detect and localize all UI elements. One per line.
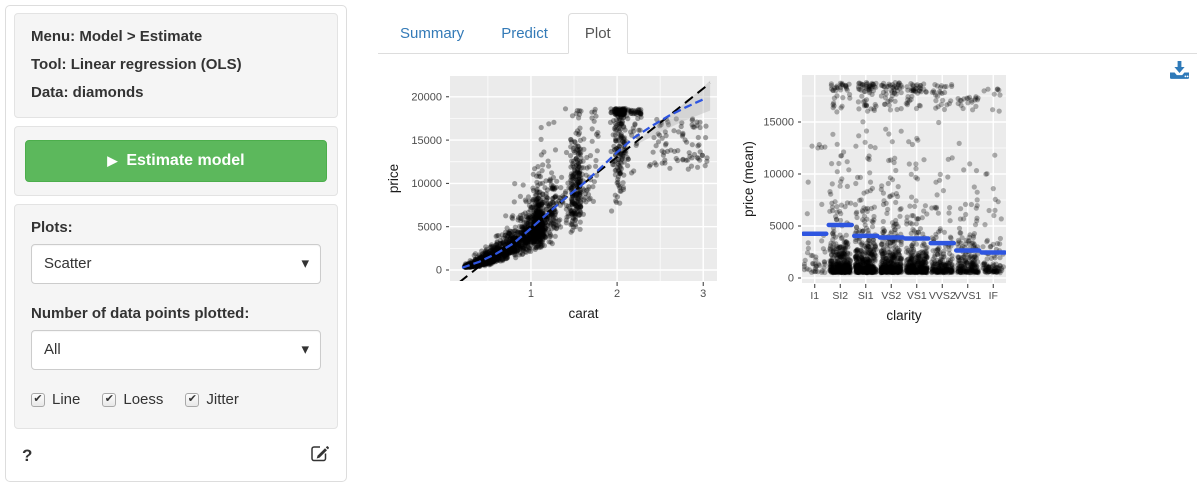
plot-output: 0 5000 10000 15000 20000 price carat 1 2 3 0 5000 1… <box>385 72 1025 334</box>
tab-bar: Summary Predict Plot <box>378 8 1197 54</box>
checkbox-loess-label: Loess <box>123 391 164 408</box>
svg-text:I1: I1 <box>810 290 819 302</box>
main-content: Summary Predict Plot 0 5000 10000 15000 2000… <box>378 8 1197 488</box>
checkbox-loess[interactable]: ✔ Loess <box>102 391 163 408</box>
estimate-panel: ▶ Estimate model <box>14 126 338 196</box>
play-icon: ▶ <box>107 153 118 168</box>
svg-text:VS1: VS1 <box>907 290 927 302</box>
tab-predict[interactable]: Predict <box>501 25 548 42</box>
checkbox-checked-icon: ✔ <box>185 392 200 407</box>
download-icon <box>1170 61 1189 79</box>
checkbox-jitter[interactable]: ✔ Jitter <box>185 391 239 408</box>
svg-text:clarity: clarity <box>886 308 922 323</box>
npoints-label: Number of data points plotted: <box>31 305 250 322</box>
svg-text:IF: IF <box>989 290 998 302</box>
svg-text:0: 0 <box>436 265 442 277</box>
sidebar: Menu: Model > Estimate Tool: Linear regr… <box>5 5 347 482</box>
tool-info: Tool: Linear regression (OLS) <box>31 56 242 73</box>
plots-label: Plots: <box>31 219 73 236</box>
help-icon[interactable]: ? <box>22 445 33 465</box>
svg-text:SI1: SI1 <box>858 290 874 302</box>
download-plot-button[interactable] <box>1169 60 1190 85</box>
svg-text:price: price <box>386 164 401 193</box>
caret-down-icon: ▾ <box>301 341 309 358</box>
svg-text:SI2: SI2 <box>832 290 848 302</box>
svg-text:2: 2 <box>614 288 620 300</box>
tab-summary[interactable]: Summary <box>400 25 465 42</box>
menu-info: Menu: Model > Estimate <box>31 28 203 45</box>
svg-text:15000: 15000 <box>411 135 442 147</box>
model-info-panel: Menu: Model > Estimate Tool: Linear regr… <box>14 13 338 118</box>
plot-modifier-checkboxes: ✔ Line ✔ Loess ✔ Jitter <box>31 391 321 408</box>
checkbox-line[interactable]: ✔ Line <box>31 391 80 408</box>
checkbox-line-label: Line <box>52 391 81 408</box>
svg-text:0: 0 <box>788 273 794 285</box>
svg-text:carat: carat <box>568 306 598 321</box>
plot-options-panel: Plots: Scatter ▾ Number of data points p… <box>14 204 338 429</box>
caret-down-icon: ▾ <box>301 255 309 272</box>
checkbox-jitter-label: Jitter <box>206 391 239 408</box>
svg-text:3: 3 <box>700 288 706 300</box>
svg-text:price (mean): price (mean) <box>741 141 756 217</box>
svg-text:5000: 5000 <box>418 221 442 233</box>
data-info: Data: diamonds <box>31 84 144 101</box>
tab-plot[interactable]: Plot <box>567 13 628 54</box>
checkbox-checked-icon: ✔ <box>31 392 45 407</box>
svg-text:10000: 10000 <box>763 169 794 181</box>
npoints-select[interactable]: All ▾ <box>31 330 321 370</box>
svg-text:5000: 5000 <box>770 221 794 233</box>
estimate-model-button[interactable]: ▶ Estimate model <box>25 140 327 182</box>
scatter-carat-plot: 0 5000 10000 15000 20000 price carat 1 2 3 <box>386 76 717 321</box>
scatter-clarity-plot: 0 5000 10000 15000 price (mean) clarity I1 SI2 S… <box>741 75 1006 323</box>
estimate-model-label: Estimate model <box>126 152 245 169</box>
sidebar-footer: ? <box>14 437 338 468</box>
svg-text:VVS2: VVS2 <box>929 290 956 302</box>
plots-select[interactable]: Scatter ▾ <box>31 244 321 284</box>
svg-text:20000: 20000 <box>411 92 442 104</box>
svg-text:1: 1 <box>528 288 534 300</box>
checkbox-checked-icon: ✔ <box>102 392 117 407</box>
plots-select-value: Scatter <box>44 255 92 272</box>
svg-text:10000: 10000 <box>411 178 442 190</box>
npoints-select-value: All <box>44 341 61 358</box>
svg-text:15000: 15000 <box>763 117 794 129</box>
edit-icon[interactable] <box>310 443 330 468</box>
svg-text:VVS1: VVS1 <box>954 290 981 302</box>
svg-text:VS2: VS2 <box>881 290 901 302</box>
